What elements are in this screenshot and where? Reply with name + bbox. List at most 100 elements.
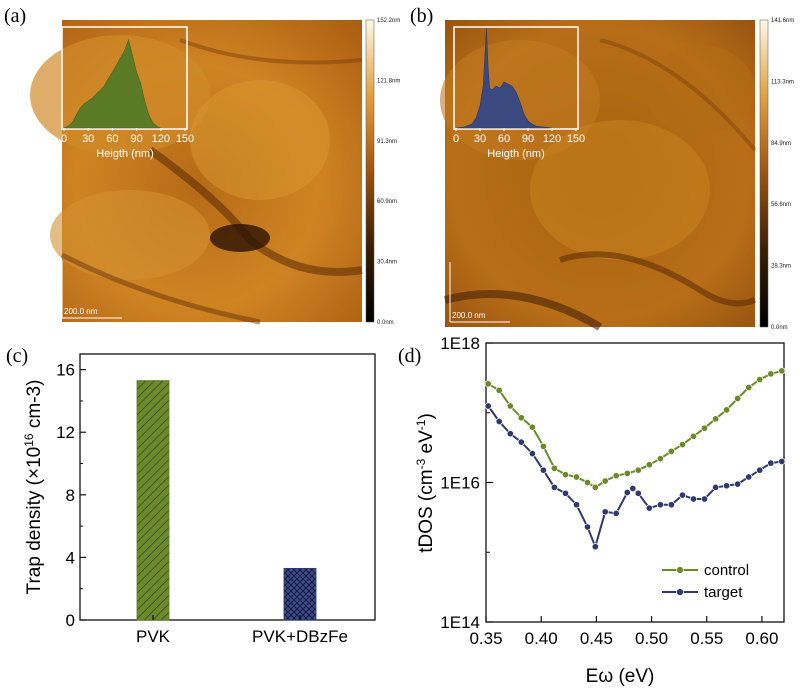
series-point-target bbox=[561, 489, 570, 497]
histogram-tick-label: 90 bbox=[522, 133, 534, 145]
legend-label-control: control bbox=[704, 562, 749, 579]
series-point-target bbox=[756, 466, 764, 474]
colorbar-tick-label: 56.6nm bbox=[771, 202, 791, 208]
afm-image-b bbox=[440, 20, 757, 331]
histogram-area-b bbox=[455, 27, 553, 129]
line-xlabel: Eω (eV) bbox=[586, 666, 655, 687]
histogram-inset-a: 0 30 60 90 120 150 Heigth (nm) bbox=[61, 26, 194, 160]
bar-ytick-label: 8 bbox=[66, 486, 75, 505]
series-point-target bbox=[678, 491, 687, 499]
series-point-target bbox=[629, 484, 637, 493]
series-point-control bbox=[623, 469, 631, 477]
histogram-xaxis-a: 0 30 60 90 120 150 bbox=[61, 128, 194, 145]
line-ytick-label: 1E14 bbox=[440, 613, 480, 632]
afm-image-a bbox=[30, 20, 363, 325]
colorbar-a bbox=[365, 19, 375, 323]
legend: control target bbox=[662, 562, 749, 601]
histogram-tick-label: 60 bbox=[498, 133, 510, 145]
series-point-target bbox=[591, 543, 599, 551]
series-point-target bbox=[667, 501, 675, 509]
colorbar-tick-label: 113.3nm bbox=[771, 79, 794, 85]
histogram-xlabel-b: Heigth (nm) bbox=[487, 148, 544, 160]
panel-label-b: (b) bbox=[410, 5, 433, 27]
series-point-target bbox=[601, 508, 609, 516]
series-point-target bbox=[656, 501, 664, 509]
series-point-target bbox=[645, 504, 653, 512]
series-point-target bbox=[539, 466, 547, 474]
series-point-target bbox=[506, 430, 514, 438]
series-point-target bbox=[623, 488, 631, 497]
histogram-xlabel-a: Heigth (nm) bbox=[96, 148, 153, 160]
line-xtick-label: 0.50 bbox=[635, 629, 668, 648]
panel-label-c: (c) bbox=[6, 345, 28, 367]
histogram-area-a bbox=[63, 38, 161, 129]
series-point-control bbox=[634, 466, 642, 474]
line-xtick-label: 0.60 bbox=[745, 629, 778, 648]
line-yaxis: 1E14 1E16 1E18 bbox=[440, 334, 493, 632]
series-point-control bbox=[495, 386, 503, 394]
colorbar-tick-label: 0.0nm bbox=[377, 320, 394, 326]
line-xtick-label: 0.40 bbox=[525, 629, 558, 648]
bar-pvk-dbzfe bbox=[283, 567, 317, 621]
bar-ytick-label: 12 bbox=[56, 423, 75, 442]
series-point-target bbox=[689, 495, 698, 503]
line-xtick-label: 0.55 bbox=[690, 629, 723, 648]
series-point-control bbox=[506, 402, 514, 410]
bar-ytick-label: 0 bbox=[66, 611, 75, 630]
series-point-control bbox=[601, 477, 609, 485]
bars bbox=[136, 380, 317, 621]
series-point-target bbox=[517, 438, 525, 446]
series-point-target bbox=[767, 459, 775, 467]
histogram-tick-label: 30 bbox=[474, 133, 486, 145]
histogram-tick-label: 120 bbox=[152, 133, 170, 145]
colorbar-tick-label: 141.6nm bbox=[771, 18, 794, 24]
histogram-tick-label: 150 bbox=[567, 133, 585, 145]
line-chart-d: 1E14 1E16 1E18 0.35 0.40 0.45 0.50 0.55 0.60 co… bbox=[414, 334, 786, 687]
bar-ytick-label: 16 bbox=[56, 361, 75, 380]
line-xtick-label: 0.35 bbox=[469, 629, 502, 648]
series-point-control bbox=[689, 432, 698, 440]
series-point-target bbox=[745, 473, 753, 481]
series-point-target bbox=[700, 495, 709, 503]
series-point-control bbox=[517, 414, 525, 422]
line-series bbox=[484, 367, 786, 551]
series-point-control bbox=[756, 375, 764, 384]
series-point-control bbox=[700, 424, 709, 432]
series-point-control bbox=[678, 441, 687, 449]
scale-bar-label-b: 200.0 nm bbox=[452, 311, 486, 320]
bar-xaxis: PVK PVK+DBzFe bbox=[136, 615, 348, 646]
histogram-inset-b: 0 30 60 90 120 150 Heigth (nm) bbox=[453, 26, 585, 160]
panel-label-d: (d) bbox=[398, 345, 421, 367]
series-point-control bbox=[583, 478, 592, 487]
histogram-tick-label: 0 bbox=[61, 133, 67, 145]
series-point-control bbox=[767, 370, 775, 378]
line-ytick-label: 1E16 bbox=[440, 474, 480, 493]
series-point-control bbox=[561, 471, 570, 479]
series-point-control bbox=[572, 473, 581, 481]
series-point-target bbox=[734, 480, 742, 488]
colorbar-tick-label: 84.9nm bbox=[771, 141, 791, 147]
scale-bar-b: 200.0 nm bbox=[449, 262, 510, 323]
series-point-control bbox=[612, 472, 620, 480]
series-point-target bbox=[528, 450, 536, 458]
colorbar-tick-label: 0.0nm bbox=[771, 325, 788, 331]
bar-chart-c: 0 4 8 12 16 PVK PVK+DBzFe Trap density (×1016… bbox=[22, 353, 376, 646]
legend-label-target: target bbox=[704, 584, 743, 601]
histogram-tick-label: 0 bbox=[453, 133, 459, 145]
line-ytick-label: 1E18 bbox=[440, 334, 480, 353]
series-point-control bbox=[723, 406, 731, 414]
scale-bar-a: 200.0 nm bbox=[61, 260, 122, 319]
histogram-tick-label: 30 bbox=[82, 133, 94, 145]
legend-marker-control bbox=[676, 566, 684, 574]
bar-yaxis: 0 4 8 12 16 bbox=[56, 361, 86, 630]
series-point-control bbox=[656, 455, 664, 463]
histogram-tick-label: 150 bbox=[176, 133, 194, 145]
series-point-control bbox=[528, 423, 536, 431]
series-point-control bbox=[484, 380, 492, 388]
colorbar-tick-label: 60.9nm bbox=[377, 199, 397, 205]
colorbar-tick-label: 121.8nm bbox=[377, 78, 400, 84]
colorbar-tick-label: 91.3nm bbox=[377, 139, 397, 145]
series-point-target bbox=[723, 482, 731, 490]
series-point-control bbox=[539, 442, 547, 450]
